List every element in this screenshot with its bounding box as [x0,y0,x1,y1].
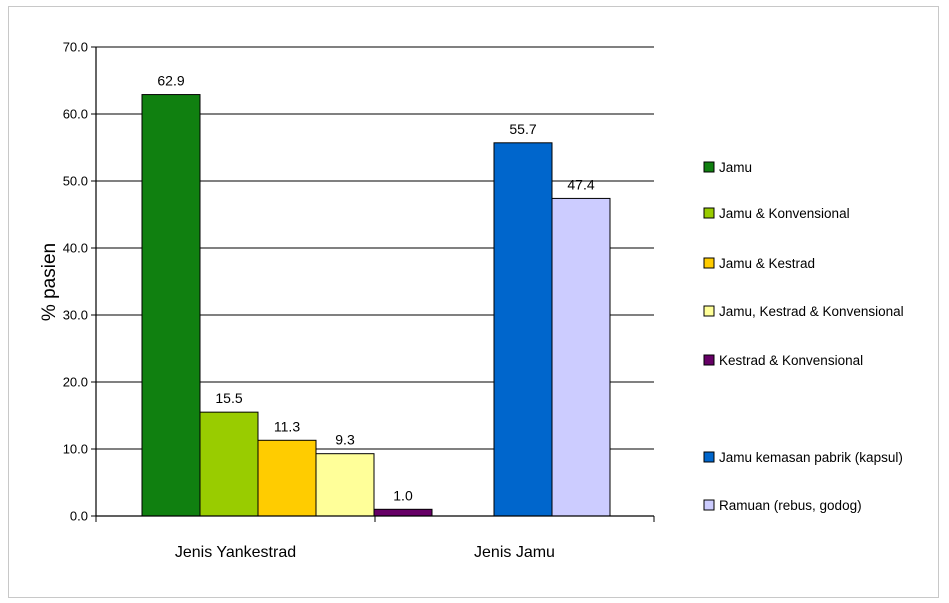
y-axis-title: % pasien [39,243,60,321]
legend-label: Jamu, Kestrad & Konvensional [719,304,904,319]
data-label: 15.5 [215,390,242,406]
bar-jamu-kestrad [257,439,317,517]
legend-swatch [703,161,715,173]
legend-label: Jamu & Kestrad [719,256,815,271]
y-tick-label: 50.0 [63,174,88,189]
legend-swatch [703,305,715,317]
data-label: 55.7 [509,121,536,137]
data-label: 9.3 [335,432,355,448]
legend-swatch [703,451,715,463]
y-tick-label: 20.0 [63,375,88,390]
legend-swatch [703,207,715,219]
y-tick-label: 40.0 [63,241,88,256]
legend-label: Kestrad & Konvensional [719,353,863,368]
legend-swatch [703,257,715,269]
y-tick-label: 10.0 [63,442,88,457]
legend-label: Ramuan (rebus, godog) [719,498,862,513]
legend-label: Jamu kemasan pabrik (kapsul) [719,450,903,465]
legend-swatch [703,354,715,366]
data-label: 47.4 [567,176,594,192]
y-tick-label: 70.0 [63,40,88,55]
bar-ramuan-rebus-godog- [551,197,611,517]
category-label: Jenis Yankestrad [175,544,296,561]
labels: 0.0 10.0 20.0 30.0 40.0 50.0 60.0 70.0 62.9 15.5 1… [63,40,595,562]
bar-jamu [141,94,201,517]
legend: Jamu Jamu & Konvensional Jamu & Kestrad Jam… [703,160,904,513]
data-label: 62.9 [157,73,184,89]
legend-label: Jamu [719,160,752,175]
legend-swatch [703,499,715,511]
category-label: Jenis Jamu [474,544,555,561]
data-label: 1.0 [393,487,413,503]
bar-jamu-konvensional [199,411,259,517]
bar-jamu-kestrad-konvensional [315,453,375,517]
bars [141,94,611,517]
y-tick-label: 0.0 [70,509,88,524]
y-tick-label: 60.0 [63,107,88,122]
bar-jamu-kemasan-pabrik-kapsul- [493,142,553,517]
bar-kestrad-konvensional [373,508,433,517]
axes [91,46,655,522]
legend-label: Jamu & Konvensional [719,206,850,221]
data-label: 11.3 [274,418,300,434]
y-tick-label: 30.0 [63,308,88,323]
